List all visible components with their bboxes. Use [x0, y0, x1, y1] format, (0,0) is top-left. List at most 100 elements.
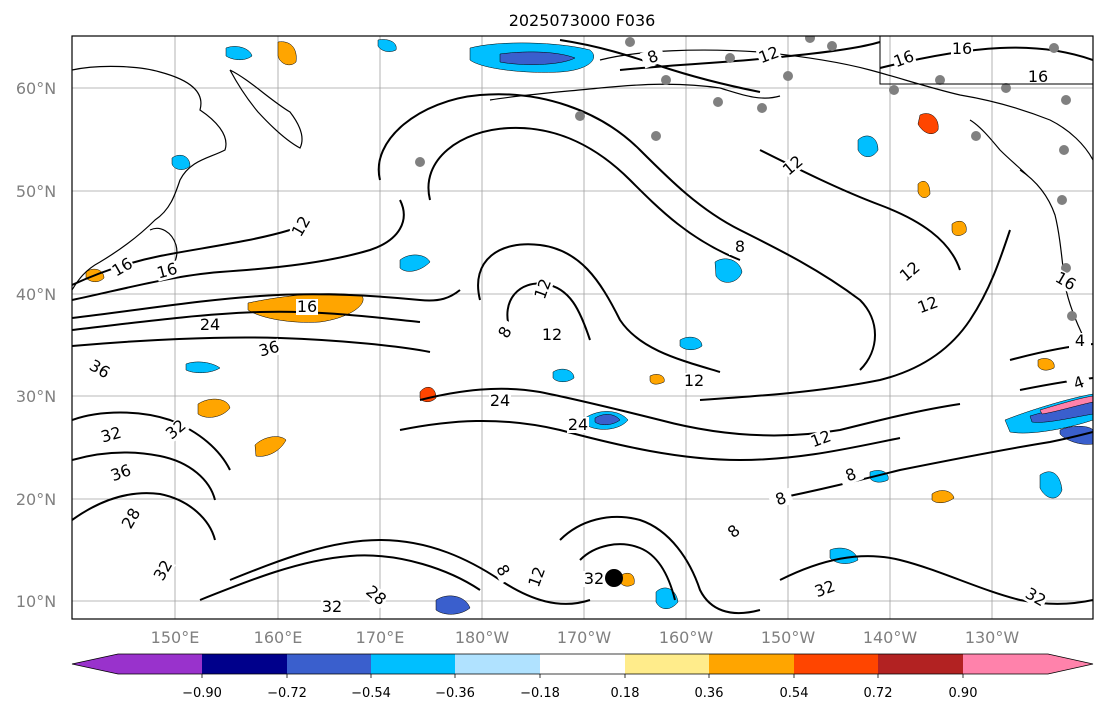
- station-dot: [1059, 145, 1069, 155]
- contour-label-bg: [567, 417, 589, 433]
- storm-center-marker: [605, 569, 623, 587]
- contour-north-8: [559, 39, 761, 93]
- colorbar-tick-label: −0.54: [351, 686, 391, 701]
- station-dot: [757, 103, 767, 113]
- contour-label: 32: [99, 423, 124, 447]
- contour-label: 36: [257, 337, 282, 361]
- contour-east-8: [769, 431, 1093, 501]
- contour-label: 8: [735, 237, 745, 256]
- colorbar-tick-label: −0.18: [520, 686, 560, 701]
- shade-blue-east-2: [1039, 471, 1063, 499]
- longitude-tick-label: 150°E: [151, 628, 200, 647]
- contour-label-bg: [107, 461, 135, 485]
- station-dot: [805, 36, 815, 43]
- colorbar: [71, 653, 1094, 675]
- contour-label-bg: [729, 239, 751, 255]
- colorbar-tick-label: 0.72: [864, 686, 893, 701]
- contour-label-bg: [1021, 584, 1050, 610]
- latitude-tick-label: 10°N: [16, 592, 56, 611]
- contour-south-32: [229, 538, 591, 605]
- contour-label-bg: [779, 152, 807, 179]
- contour-west-24b: [72, 310, 421, 331]
- station-dot: [1067, 311, 1077, 321]
- coastline-alaska: [599, 49, 1093, 161]
- map-title: 2025073000 F036: [509, 11, 656, 30]
- coastline-pacific-nw: [1019, 169, 1086, 341]
- contour-label-bg: [951, 41, 973, 57]
- longitude-tick-label: 170°W: [557, 628, 612, 647]
- contour-label-bg: [118, 504, 144, 533]
- colorbar-segment: [794, 654, 878, 674]
- contour-label-bg: [531, 275, 555, 303]
- colorbar-segment: [625, 654, 709, 674]
- contour-mid-24: [419, 387, 961, 437]
- contour-east-12: [699, 229, 1011, 401]
- shade-blue-south-1: [435, 595, 471, 615]
- contour-label: 24: [490, 391, 510, 410]
- contour-label-bg: [98, 424, 124, 446]
- colorbar-tick-label: 0.18: [611, 686, 640, 701]
- station-dot: [1061, 95, 1071, 105]
- contour-label: 12: [684, 371, 704, 390]
- colorbar-segment: [455, 654, 540, 674]
- contour-label: 32: [584, 569, 604, 588]
- station-dot: [625, 37, 635, 47]
- latitude-tick-label: 50°N: [16, 182, 56, 201]
- coastlines: [72, 49, 1093, 341]
- station-dot: [1049, 43, 1059, 53]
- longitude-tick-label: 170°E: [356, 628, 405, 647]
- colorbar-segment: [878, 654, 963, 674]
- contour-label-bg: [890, 47, 918, 71]
- graticule: [72, 36, 1093, 619]
- station-dot: [725, 53, 735, 63]
- contour-label-bg: [362, 582, 390, 609]
- contour-label-bg: [490, 556, 516, 585]
- contour-label-bg: [755, 43, 783, 67]
- colorbar-segment: [371, 654, 455, 674]
- contour-label-bg: [896, 258, 924, 285]
- shade-orange-west-2: [254, 436, 287, 457]
- contour-label-bg: [807, 427, 835, 451]
- contour-label-bg: [492, 318, 518, 347]
- station-dot: [1001, 83, 1011, 93]
- contour-label-bg: [683, 373, 705, 389]
- map-frame: [71, 35, 1094, 620]
- coastline-asia: [72, 65, 227, 291]
- contour-west-36: [72, 336, 431, 353]
- longitude-tick-label: 180°W: [455, 628, 510, 647]
- contour-south-28: [199, 554, 481, 601]
- contour-label-bg: [288, 212, 314, 241]
- contour-label-bg: [1069, 333, 1091, 349]
- contour-west-28: [72, 492, 216, 541]
- station-dot: [575, 111, 585, 121]
- station-dot: [971, 131, 981, 141]
- contour-west-16: [72, 229, 291, 286]
- contour-label-bg: [489, 393, 511, 409]
- shade-darkblue-central-1: [594, 414, 621, 425]
- station-dot: [713, 97, 723, 107]
- shade-blue-central-2: [714, 258, 743, 283]
- latitude-tick-label: 20°N: [16, 490, 56, 509]
- colorbar-segment: [540, 654, 625, 674]
- longitude-tick-label: 130°W: [965, 628, 1020, 647]
- map-inset-border: [879, 35, 1094, 85]
- shade-orange-east-3: [951, 221, 967, 236]
- contour-label: 16: [1028, 67, 1048, 86]
- longitude-tick-label: 150°W: [761, 628, 816, 647]
- shade-pink-east: [1039, 395, 1093, 415]
- contour-mid-12: [477, 243, 721, 373]
- shade-blue-mid-3: [399, 254, 431, 272]
- colorbar-tick-label: −0.90: [182, 686, 222, 701]
- coastline-kamchatka: [229, 69, 303, 149]
- contour-label-bg: [154, 260, 180, 282]
- contour-label-bg: [837, 463, 865, 487]
- contour-label-bg: [108, 254, 137, 280]
- shade-blue-mid-5: [552, 368, 575, 382]
- contour-label: 16: [952, 39, 972, 58]
- contour-label-bg: [1065, 371, 1093, 395]
- shade-orange-mid-6: [649, 374, 665, 385]
- station-dot: [827, 41, 837, 51]
- shade-blue-north-1: [225, 46, 253, 60]
- shade-orange-east-6: [917, 181, 931, 198]
- contour-label-bg: [199, 317, 221, 333]
